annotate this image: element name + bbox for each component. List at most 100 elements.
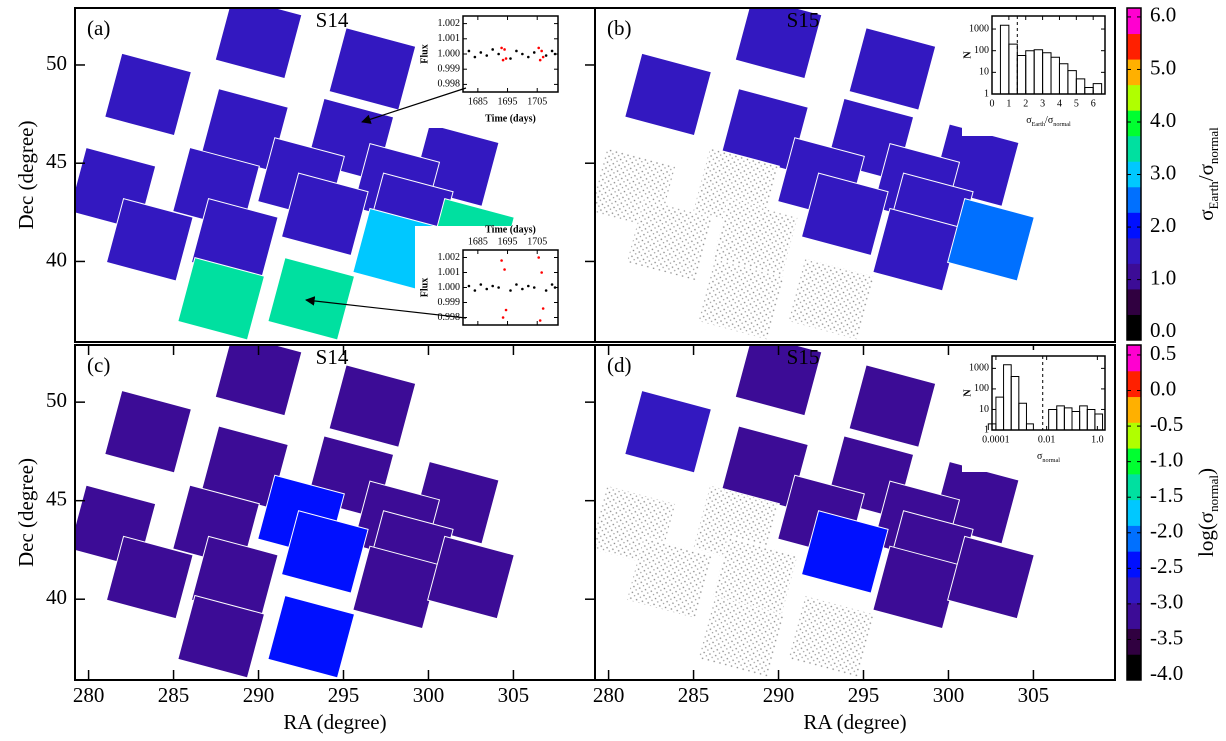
inset-x-tick-label: 1695 [498, 96, 518, 107]
light-curve-point [541, 55, 545, 59]
colorbar-swatch [1127, 345, 1141, 372]
light-curve-point [485, 54, 489, 57]
light-curve-point [540, 271, 543, 274]
sky-tile [787, 256, 876, 341]
inset-y-tick-label: 1 [984, 424, 989, 435]
light-curve-point [550, 283, 554, 286]
colorbar-swatch [1127, 473, 1141, 501]
colorbar-swatch [1127, 263, 1141, 290]
inset-y-tick-label: 1000 [969, 363, 989, 374]
inset-plot: 0 1 2 3 4 5 6 1 10 100 1000 σEarth/σnormal N [962, 15, 1106, 128]
panel [75, 345, 515, 679]
inset-x-label: Time (days) [485, 224, 536, 235]
colorbar-tick-label: 3.0 [1150, 160, 1176, 184]
label-part: Earth [1032, 121, 1046, 128]
sky-tile [697, 256, 786, 341]
colorbar-tick-label: 2.0 [1150, 213, 1176, 237]
sky-tile [177, 594, 266, 679]
inset-x-tick-label: 6 [1091, 98, 1096, 109]
colorbar-swatch [1127, 654, 1141, 681]
arrow [305, 296, 467, 319]
x-axis-label: RA (degree) [803, 710, 906, 734]
sky-tile [280, 510, 369, 594]
colorbar-tick-label: -2.0 [1150, 519, 1183, 543]
label-part: /σ [1194, 164, 1218, 181]
colorbar-tick-label: -1.5 [1150, 483, 1183, 507]
label-part: Earth [1206, 181, 1221, 210]
inset-frame [991, 15, 1106, 95]
light-curve-point [537, 256, 541, 259]
light-curve-point [497, 52, 500, 56]
light-curve-point [473, 289, 477, 292]
colorbar-swatch [1127, 237, 1141, 264]
colorbar-tick-label: 0.0 [1150, 318, 1176, 342]
x-tick-label: 305 [1018, 683, 1050, 707]
colorbar-swatch [1127, 186, 1141, 213]
light-curve-point [521, 52, 524, 56]
light-curve-point [509, 289, 512, 292]
inset-x-label: σEarth/σnormal [1026, 115, 1071, 128]
histogram-bin [1025, 423, 1034, 430]
inset-x-tick-label: 3 [1040, 98, 1045, 109]
panel-label: (c) [87, 353, 110, 377]
colorbar-swatch [1127, 551, 1141, 578]
light-curve-point [491, 48, 494, 51]
histogram-bin [1094, 413, 1104, 430]
inset-y-tick-label: 1.001 [438, 267, 461, 278]
sky-tile [848, 364, 937, 448]
colorbar-tick-label: 5.0 [1150, 55, 1176, 79]
sky-tile [947, 198, 1035, 282]
label-part: σ [1037, 451, 1043, 462]
x-tick-label: 290 [763, 683, 795, 707]
light-curve-point [500, 46, 503, 50]
inset-y-tick-label: 1 [984, 88, 989, 99]
light-curve-point [527, 284, 530, 288]
label-part: σ [1194, 209, 1218, 220]
colorbar-swatch [1127, 288, 1141, 315]
light-curve-point [479, 283, 483, 286]
colorbar-swatch [1127, 59, 1141, 86]
histogram-bin [1075, 78, 1086, 94]
inset-x-tick-label: 1685 [468, 96, 488, 107]
colorbar-swatch [1127, 602, 1141, 629]
inset-y-tick-label: 1.002 [438, 18, 461, 29]
colorbar-swatch [1127, 499, 1141, 526]
sky-tile [625, 198, 714, 282]
colorbar-swatch [1127, 628, 1141, 655]
label-part: normal [1206, 127, 1221, 164]
inset-x-tick-label: 1705 [527, 96, 547, 107]
colorbar-tick-label: -2.5 [1150, 554, 1183, 578]
label-part: normal [1042, 457, 1060, 464]
light-curve-point [515, 49, 518, 53]
panel-title: S14 [316, 8, 349, 32]
colorbar-swatch [1127, 314, 1141, 341]
sky-tile [105, 535, 194, 620]
light-curve-point [538, 58, 542, 62]
x-tick-label: 285 [678, 683, 710, 707]
sky-tile [214, 345, 303, 417]
sky-tile [267, 256, 356, 341]
inset-y-tick-label: 0.998 [438, 312, 461, 323]
sky-tile [427, 535, 515, 620]
sky-tile [214, 8, 303, 80]
light-curve-point [550, 49, 554, 53]
label-part: normal [1053, 121, 1071, 128]
x-tick-label: 295 [848, 683, 880, 707]
panel-label: (a) [87, 16, 110, 40]
colorbar-tick-label: -3.5 [1150, 625, 1183, 649]
light-curve-point [501, 58, 505, 62]
light-curve-point [500, 259, 503, 262]
colorbar-swatch [1127, 422, 1141, 449]
sky-tile [800, 510, 889, 594]
inset-y-tick-label: 1000 [969, 23, 989, 34]
colorbar-frame [1126, 7, 1142, 341]
inset-plot: 1685 1695 1705 0.998 0.999 1.000 1.001 1.002 Tim… [419, 15, 559, 124]
label-part: σ [1026, 115, 1032, 126]
inset-y-label: Flux [419, 278, 430, 297]
inset-x-tick-label: 1685 [468, 236, 488, 247]
inset-y-tick-label: 1.000 [438, 282, 461, 293]
sky-tile [328, 27, 417, 111]
panel-frame [594, 344, 1116, 681]
inset-y-label: N [962, 389, 973, 397]
inset-x-tick-label: 0 [990, 98, 995, 109]
